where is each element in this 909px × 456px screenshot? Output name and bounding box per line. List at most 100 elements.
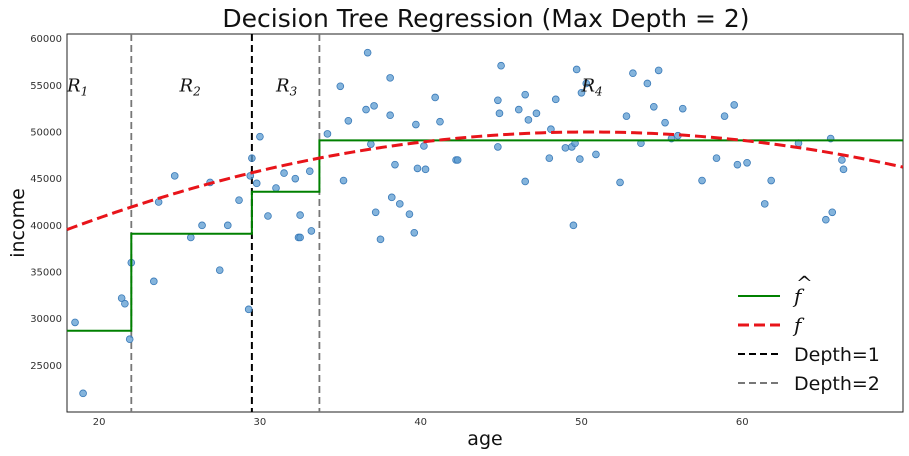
data-point: [572, 65, 581, 74]
data-point: [494, 143, 502, 151]
y-tick-label: 55000: [30, 81, 62, 92]
region-label: R2: [179, 75, 201, 98]
data-point: [296, 211, 304, 219]
data-point: [256, 132, 264, 141]
plot-frame: [66, 33, 904, 413]
data-point: [223, 221, 232, 230]
y-axis-label: income: [7, 188, 29, 258]
x-tick-label: 60: [736, 417, 749, 428]
data-point: [436, 117, 444, 126]
data-point: [760, 200, 769, 208]
y-tick-label: 50000: [30, 128, 62, 139]
scatter-points: [71, 48, 848, 398]
data-point: [838, 156, 846, 164]
data-point: [629, 69, 637, 77]
y-tick-label: 60000: [30, 34, 62, 45]
data-point: [576, 155, 584, 163]
data-point: [323, 130, 332, 138]
data-point: [616, 178, 624, 187]
data-point: [235, 196, 243, 204]
data-point: [367, 140, 375, 148]
data-point: [730, 101, 738, 109]
data-point: [767, 176, 775, 185]
data-point: [280, 169, 288, 177]
data-point: [248, 154, 256, 162]
data-point: [376, 235, 385, 244]
data-point: [643, 79, 652, 88]
data-point: [362, 105, 370, 114]
data-point: [386, 74, 394, 82]
data-point: [412, 120, 420, 129]
data-point: [661, 118, 669, 127]
data-point: [561, 144, 570, 152]
y-tick-label: 35000: [30, 268, 62, 279]
data-point: [582, 79, 591, 88]
data-point: [410, 229, 419, 237]
data-point: [545, 154, 554, 162]
data-point: [291, 174, 300, 183]
y-tick-label: 25000: [30, 361, 62, 372]
step-fit-line: [67, 139, 903, 332]
data-point: [712, 154, 721, 162]
data-point: [117, 294, 126, 302]
data-point: [495, 109, 504, 118]
data-point: [521, 90, 529, 99]
data-point: [307, 227, 316, 235]
legend-label: f: [792, 313, 805, 337]
data-point: [828, 208, 837, 217]
data-point: [296, 233, 304, 242]
data-point: [413, 164, 422, 173]
data-point: [370, 102, 378, 110]
data-point: [363, 48, 372, 57]
y-tick-label: 45000: [30, 174, 62, 185]
true-function: [66, 130, 904, 232]
data-point: [405, 210, 414, 218]
chart-title: Decision Tree Regression (Max Depth = 2): [222, 4, 749, 33]
true-function-curve: [66, 130, 904, 232]
data-point: [391, 160, 399, 169]
data-point: [339, 176, 348, 185]
data-point: [654, 66, 663, 75]
region-labels: R1 R2 R3 R4: [66, 75, 603, 98]
data-point: [521, 177, 529, 186]
x-tick-label: 20: [93, 417, 106, 428]
data-point: [344, 117, 353, 125]
data-point: [121, 299, 129, 308]
region-label: R4: [580, 75, 602, 98]
data-point: [395, 200, 404, 208]
legend-label: Depth=2: [794, 373, 880, 395]
region-label: R3: [275, 75, 298, 98]
data-point: [743, 159, 751, 167]
data-point: [650, 103, 658, 111]
data-point: [577, 89, 586, 97]
data-point: [547, 125, 555, 133]
data-point: [170, 172, 179, 180]
data-point: [497, 61, 505, 70]
region-label: R1: [66, 75, 88, 98]
data-point: [678, 104, 687, 113]
data-point: [371, 208, 380, 217]
data-point: [252, 179, 261, 188]
data-point: [494, 96, 502, 105]
x-tick-label: 30: [254, 417, 267, 428]
data-point: [272, 184, 280, 192]
data-point: [532, 109, 541, 118]
y-tick-label: 40000: [30, 221, 62, 232]
data-point: [264, 212, 272, 220]
data-point: [386, 111, 394, 119]
data-point: [524, 116, 533, 124]
data-point: [733, 160, 742, 169]
data-point: [244, 305, 253, 314]
data-point: [622, 112, 631, 120]
data-point: [387, 193, 396, 202]
axis-ticks: 20 30 40 50 60 25000 30000 35000 40000 45000 50000…: [30, 34, 748, 428]
data-point: [822, 215, 830, 224]
x-tick-label: 40: [414, 417, 427, 428]
data-point: [420, 142, 428, 150]
data-point: [551, 95, 560, 104]
data-point: [198, 221, 206, 230]
x-tick-label: 50: [575, 417, 588, 428]
data-point: [421, 165, 430, 174]
